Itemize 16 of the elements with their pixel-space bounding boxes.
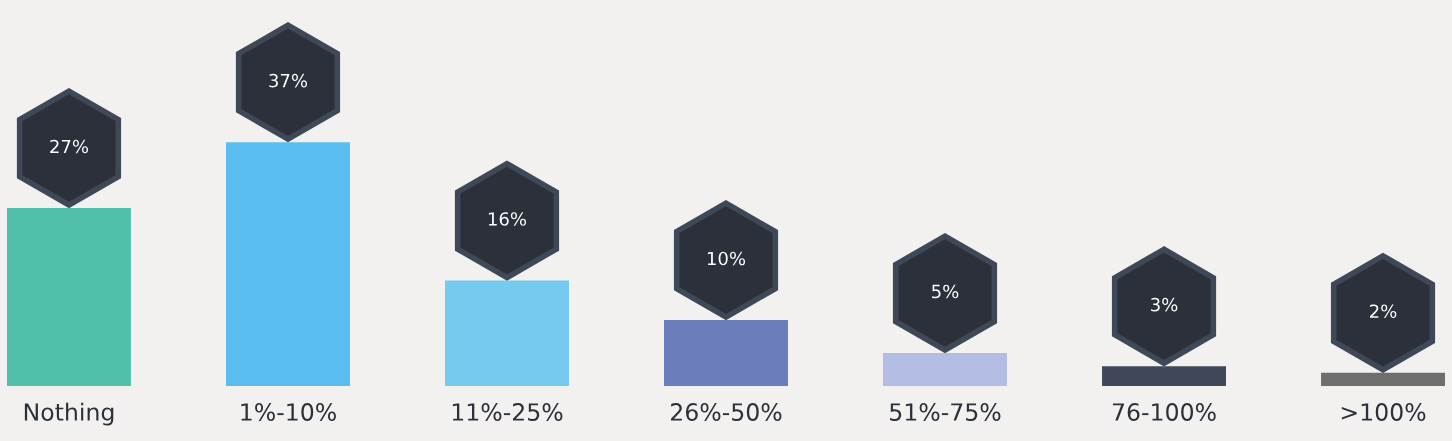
data-label: 2% — [1370, 304, 1397, 319]
data-label: 3% — [1151, 297, 1178, 312]
bar — [883, 353, 1007, 386]
data-label: 16% — [488, 212, 527, 226]
data-label: 37% — [269, 73, 308, 88]
x-tick-label: 51%-75% — [890, 403, 1001, 421]
data-label: 27% — [50, 139, 89, 154]
x-tick-label: >100% — [1341, 403, 1426, 421]
x-tick-label: 76-100% — [1112, 403, 1216, 421]
bar — [1321, 372, 1445, 386]
x-tick-label: 26%-50% — [670, 403, 782, 421]
x-tick-label: 11%-25% — [452, 403, 563, 421]
x-tick-label: 1%-10% — [241, 403, 336, 421]
data-label: 5% — [932, 284, 959, 299]
x-tick-label: Nothing — [24, 402, 114, 426]
data-label: 10% — [707, 251, 746, 266]
